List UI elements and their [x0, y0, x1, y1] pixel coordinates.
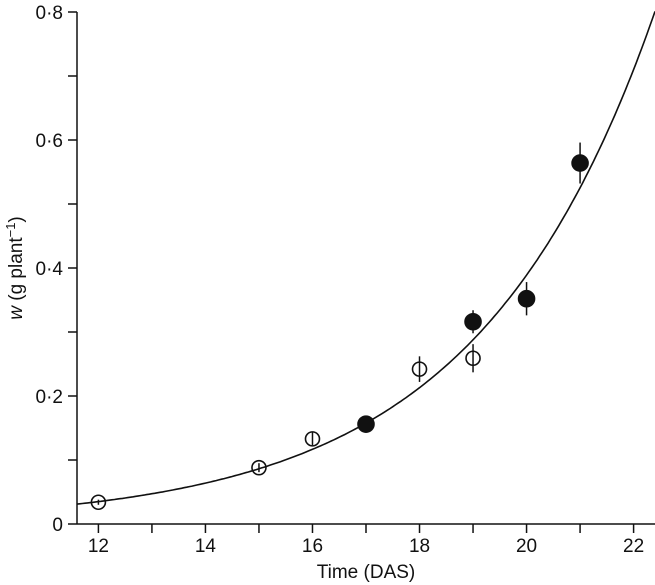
- point-marker: [304, 431, 321, 447]
- y-tick-label: 0·6: [36, 131, 63, 152]
- filled-point: [464, 310, 482, 334]
- y-axis-label: w (g plant−1): [3, 216, 27, 320]
- point-marker: [465, 350, 481, 367]
- point-marker: [90, 494, 107, 511]
- point-marker: [464, 312, 482, 331]
- filled-point: [357, 415, 375, 433]
- y-axis-label-unit: (g plant: [6, 237, 27, 306]
- filled-point: [571, 142, 589, 184]
- point-marker: [251, 459, 267, 476]
- y-tick-label: 0·4: [36, 259, 64, 280]
- filled-point: [517, 282, 536, 316]
- x-tick-label: 14: [195, 536, 217, 557]
- x-tick-label: 20: [516, 536, 537, 557]
- x-axis-label: Time (DAS): [317, 562, 416, 583]
- y-axis-label-close: ): [6, 216, 27, 222]
- x-tick-label: 22: [623, 536, 644, 557]
- x-tick-label: 12: [88, 536, 109, 557]
- open-point: [465, 344, 481, 373]
- point-marker: [411, 361, 428, 377]
- axes: 12 14 16 18 20 22 0 0·2 0·4 0·6 0·8: [36, 3, 655, 557]
- x-tick-label: 16: [302, 536, 323, 557]
- data-points: [90, 142, 589, 511]
- y-axis-label-var: w: [6, 305, 27, 320]
- x-tick-label: 18: [409, 536, 430, 557]
- y-tick-label: 0: [52, 515, 63, 536]
- y-tick-label: 0·8: [36, 3, 63, 24]
- point-marker: [357, 415, 375, 433]
- point-marker: [571, 154, 589, 172]
- y-axis-label-exp: −1: [3, 223, 18, 238]
- point-marker: [517, 289, 536, 308]
- open-point: [304, 431, 321, 447]
- open-point: [411, 356, 428, 382]
- y-tick-label: 0·2: [36, 387, 63, 408]
- open-point: [90, 494, 107, 511]
- open-point: [251, 459, 267, 476]
